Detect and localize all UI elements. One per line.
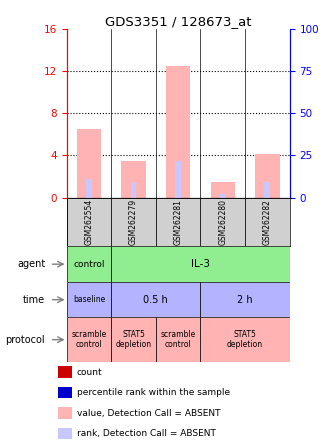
Text: 0.5 h: 0.5 h (144, 295, 168, 305)
Bar (58, 428, 72, 440)
Bar (200, 282, 290, 317)
Bar (86, 178, 92, 198)
Bar (166, 66, 190, 198)
Bar (245, 198, 290, 246)
Bar (156, 198, 200, 246)
Bar (111, 317, 156, 362)
Bar (58, 408, 72, 419)
Text: STAT5
depletion: STAT5 depletion (227, 330, 263, 349)
Bar (67, 282, 111, 317)
Title: GDS3351 / 128673_at: GDS3351 / 128673_at (105, 15, 251, 28)
Text: scramble
control: scramble control (71, 330, 107, 349)
Bar (264, 182, 270, 198)
Text: agent: agent (17, 259, 45, 269)
Text: time: time (23, 295, 45, 305)
Text: GSM262281: GSM262281 (173, 199, 183, 245)
Bar (111, 198, 156, 246)
Text: GSM262554: GSM262554 (84, 199, 94, 245)
Bar (58, 387, 72, 398)
Text: GSM262280: GSM262280 (218, 199, 227, 245)
Text: protocol: protocol (6, 335, 45, 345)
Bar (67, 246, 111, 282)
Bar (111, 282, 200, 317)
Text: scramble
control: scramble control (161, 330, 196, 349)
Text: GSM262282: GSM262282 (263, 199, 272, 245)
Bar (121, 161, 146, 198)
Text: value, Detection Call = ABSENT: value, Detection Call = ABSENT (77, 408, 220, 418)
Bar (156, 317, 200, 362)
Bar (200, 317, 290, 362)
Bar (67, 198, 111, 246)
Bar (58, 366, 72, 378)
Bar (210, 182, 235, 198)
Text: IL-3: IL-3 (191, 259, 210, 269)
Bar (111, 246, 290, 282)
Bar (67, 317, 111, 362)
Bar (200, 198, 245, 246)
Text: percentile rank within the sample: percentile rank within the sample (77, 388, 230, 397)
Text: GSM262279: GSM262279 (129, 199, 138, 245)
Text: rank, Detection Call = ABSENT: rank, Detection Call = ABSENT (77, 429, 216, 438)
Text: baseline: baseline (73, 295, 105, 304)
Text: 2 h: 2 h (237, 295, 253, 305)
Bar (220, 194, 226, 198)
Text: control: control (73, 260, 105, 269)
Bar (255, 155, 280, 198)
Text: count: count (77, 368, 103, 377)
Bar (175, 161, 181, 198)
Text: STAT5
depletion: STAT5 depletion (116, 330, 152, 349)
Bar (131, 182, 137, 198)
Bar (77, 129, 101, 198)
